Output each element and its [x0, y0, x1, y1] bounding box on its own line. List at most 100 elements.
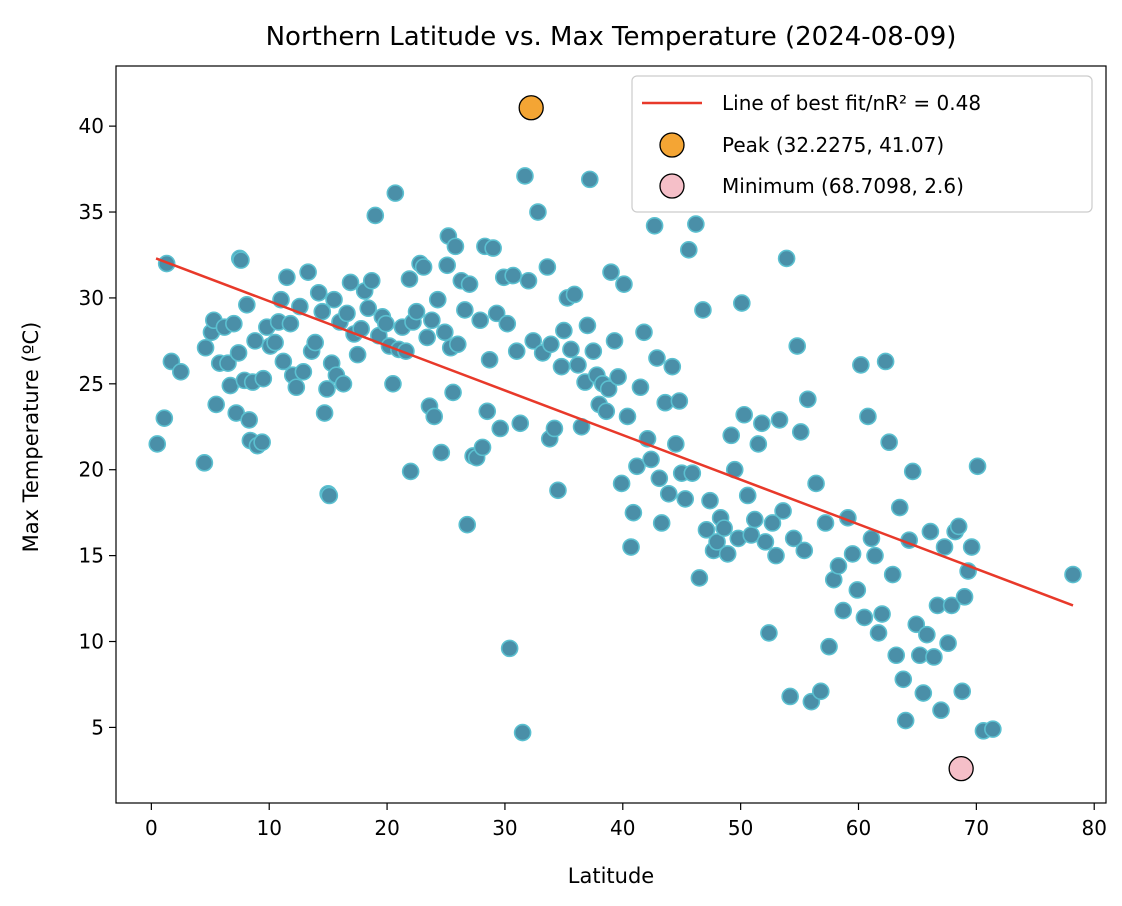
data-point [968, 457, 987, 476]
data-point [498, 314, 517, 333]
legend-peak-swatch [659, 132, 685, 158]
data-point [932, 701, 950, 720]
data-point [609, 368, 627, 386]
data-point [401, 462, 420, 481]
data-point [478, 402, 497, 421]
data-point [306, 333, 324, 352]
data-point [549, 481, 567, 500]
x-tick-label: 80 [1081, 816, 1106, 840]
data-point [513, 723, 532, 742]
data-point [760, 624, 778, 642]
data-point [866, 546, 884, 565]
x-tick-label: 30 [492, 816, 517, 840]
data-point [862, 529, 881, 548]
y-axis-label: Max Temperature (ºC) [19, 322, 43, 553]
data-point [484, 239, 502, 257]
data-point [407, 302, 426, 321]
data-point [628, 457, 646, 476]
data-point [359, 299, 378, 318]
data-point [219, 354, 237, 373]
data-point [299, 263, 317, 281]
data-point [756, 533, 775, 551]
data-point [605, 332, 624, 350]
data-point [294, 362, 313, 381]
plot-frame [115, 65, 1107, 804]
data-point [348, 345, 367, 364]
data-point [918, 625, 936, 644]
data-point [883, 565, 902, 584]
data-point [869, 624, 888, 642]
data-point [622, 538, 640, 556]
data-point [816, 514, 835, 532]
data-point [460, 275, 479, 293]
data-point [834, 601, 852, 620]
data-point [774, 502, 792, 520]
data-point [914, 684, 933, 702]
data-point [949, 517, 968, 536]
data-point [679, 241, 698, 259]
data-point [829, 557, 848, 575]
data-point [511, 414, 530, 433]
data-point [887, 646, 906, 665]
data-point [428, 290, 447, 309]
data-point [254, 369, 273, 388]
data-point [238, 295, 256, 314]
legend-box [631, 75, 1093, 213]
data-point [708, 533, 726, 551]
data-point [852, 356, 870, 374]
legend-peak-label: Peak (32.2275, 41.07) [722, 133, 944, 157]
data-point [788, 337, 807, 355]
data-point [848, 581, 867, 599]
data-point [659, 484, 678, 503]
data-point [631, 378, 650, 397]
data-point [232, 251, 250, 269]
y-tick-label: 10 [79, 630, 104, 654]
data-point [791, 423, 810, 441]
data-point [784, 529, 803, 548]
data-point [690, 569, 709, 587]
data-point [309, 283, 328, 302]
data-point [507, 342, 526, 360]
data-point [366, 206, 385, 225]
data-point [418, 328, 436, 347]
data-point [602, 263, 620, 281]
data-point [148, 435, 167, 453]
x-tick-label: 10 [256, 816, 281, 840]
data-point [984, 720, 1002, 738]
data-point [196, 338, 215, 357]
data-point [266, 333, 284, 352]
x-tick-label: 20 [374, 816, 399, 840]
data-point [338, 304, 356, 323]
data-point [694, 301, 712, 319]
data-point [859, 407, 877, 426]
data-point [935, 538, 954, 556]
data-point [313, 302, 332, 321]
data-points [148, 167, 1082, 742]
data-point [962, 538, 981, 556]
data-point [400, 270, 419, 288]
data-point [795, 541, 814, 560]
data-point [770, 411, 789, 429]
y-tick-label: 5 [91, 715, 104, 739]
data-point [873, 605, 891, 623]
data-point [942, 596, 961, 615]
data-point [516, 167, 534, 185]
data-point [903, 462, 922, 481]
data-point [448, 335, 467, 354]
legend-minimum-swatch [659, 173, 685, 199]
data-point [524, 332, 543, 350]
legend-fit-line-label: Line of best fit/nR² = 0.48 [722, 91, 981, 115]
data-point [722, 426, 741, 445]
data-point [414, 258, 433, 276]
data-point [436, 323, 454, 342]
data-point [907, 615, 926, 634]
data-point [648, 349, 666, 367]
data-point [921, 522, 940, 541]
y-axis: 5 10 15 20 25 30 35 40 [79, 114, 116, 739]
data-point [325, 290, 343, 309]
data-point [683, 464, 702, 482]
data-point [763, 514, 782, 532]
data-point [491, 419, 510, 438]
x-tick-label: 50 [728, 816, 753, 840]
